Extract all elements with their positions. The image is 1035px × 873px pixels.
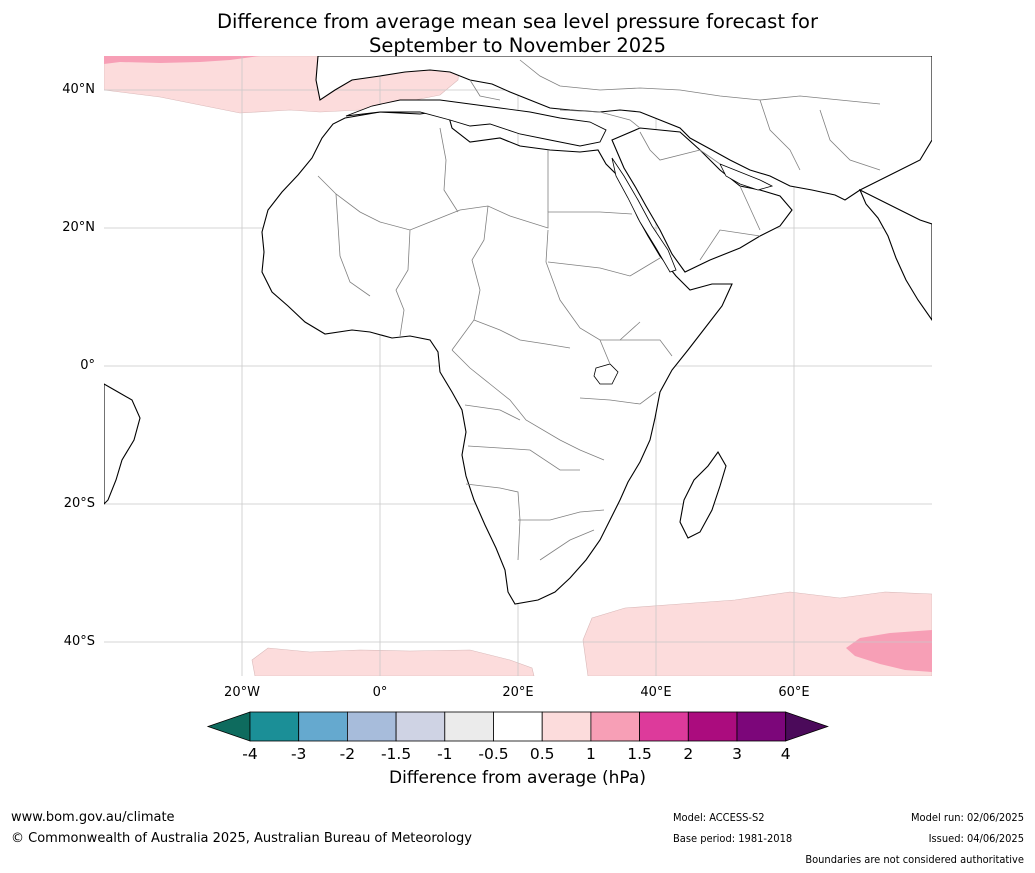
colorbar-extend-low xyxy=(206,711,251,742)
colorbar-extend-high xyxy=(785,711,829,742)
footer-boundaries-note: Boundaries are not considered authoritat… xyxy=(805,853,1024,866)
colorbar-bin xyxy=(639,711,689,742)
title-line-1: Difference from average mean sea level p… xyxy=(217,10,818,33)
map-title: Difference from average mean sea level p… xyxy=(0,10,1035,58)
positive-anomaly-area-south-atlantic xyxy=(251,647,535,676)
south-america-tip xyxy=(104,383,141,505)
colorbar-bin xyxy=(590,711,641,742)
red-sea xyxy=(611,157,677,273)
europe-asia-landmass xyxy=(315,56,932,201)
india-subcontinent xyxy=(858,188,932,321)
persian-gulf xyxy=(719,163,774,191)
arabian-peninsula xyxy=(611,127,793,273)
positive-anomaly-area-southern-indian xyxy=(582,591,932,676)
colorbar-bin xyxy=(249,711,300,742)
lon-label-20w: 20°W xyxy=(224,685,260,700)
colorbar-tick-label: -2 xyxy=(339,745,356,763)
africa-coastline xyxy=(261,109,733,605)
colorbar-tick-label: 0.5 xyxy=(529,745,555,763)
footer-issued: Issued: 04/06/2025 xyxy=(928,832,1024,845)
lon-label-0: 0° xyxy=(372,685,388,700)
lon-label-20e: 20°E xyxy=(502,685,534,700)
footer-model-run: Model run: 02/06/2025 xyxy=(911,811,1024,824)
colorbar xyxy=(206,711,829,742)
colorbar-bin xyxy=(687,711,738,742)
lat-label-40n: 40°N xyxy=(62,82,95,97)
country-borders xyxy=(317,59,881,561)
colorbar-tick-label: -1.5 xyxy=(380,745,412,763)
colorbar-tick-label: 2 xyxy=(683,745,694,763)
lat-label-20s: 20°S xyxy=(63,496,95,511)
colorbar-tick-label: -3 xyxy=(290,745,307,763)
lon-label-40e: 40°E xyxy=(640,685,672,700)
colorbar-tick-label: 1.5 xyxy=(627,745,652,763)
colorbar-bin xyxy=(493,711,543,742)
footer-site-link[interactable]: www.bom.gov.au/climate xyxy=(11,810,175,825)
footer-base-period: Base period: 1981-2018 xyxy=(673,832,793,845)
lat-label-40s: 40°S xyxy=(63,634,95,649)
footer-model: Model: ACCESS-S2 xyxy=(673,811,765,824)
colorbar-bin xyxy=(298,711,348,742)
map-panel xyxy=(104,56,932,676)
colorbar-bin xyxy=(346,711,397,742)
colorbar-tick-label: 3 xyxy=(732,745,742,763)
colorbar-bin xyxy=(444,711,494,742)
strong-positive-area-southern-indian xyxy=(846,630,932,672)
colorbar-title: Difference from average (hPa) xyxy=(389,768,646,788)
lat-label-equator: 0° xyxy=(80,358,95,373)
madagascar xyxy=(679,450,727,539)
footer-copyright: © Commonwealth of Australia 2025, Austra… xyxy=(11,831,472,846)
colorbar-tick-label: 4 xyxy=(780,745,791,763)
colorbar-tick-label: -4 xyxy=(242,745,258,763)
colorbar-bin xyxy=(541,711,592,742)
lat-label-20n: 20°N xyxy=(62,220,95,235)
colorbar-bin xyxy=(736,711,787,742)
title-line-2: September to November 2025 xyxy=(368,34,667,57)
strong-positive-area-north-atlantic xyxy=(104,56,260,64)
colorbar-tick-label: -0.5 xyxy=(478,745,509,763)
colorbar-tick-label: -1 xyxy=(437,745,453,763)
colorbar-bin xyxy=(395,711,446,742)
lon-label-60e: 60°E xyxy=(778,685,810,700)
mediterranean-sea xyxy=(345,99,607,147)
colorbar-tick-label: 1 xyxy=(585,745,596,763)
